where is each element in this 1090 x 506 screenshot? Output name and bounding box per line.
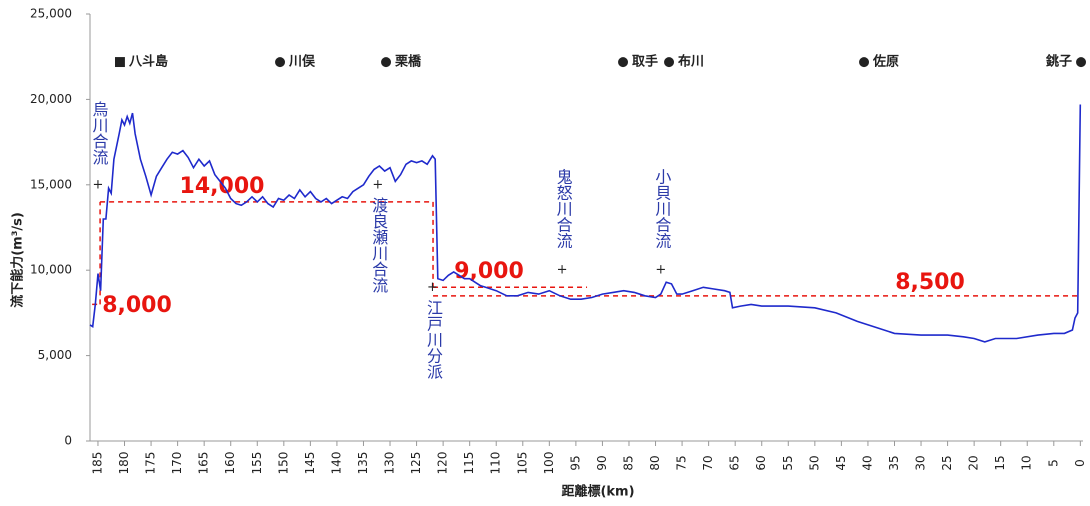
annotation-marker: + [372,177,383,192]
x-tick-label: 20 [967,455,981,470]
place-label: 栗橋 [395,54,422,70]
x-tick-label: 50 [807,455,821,470]
y-tick-label: 20,000 [30,92,72,106]
annotation-marker: + [557,263,568,278]
reference-label: 8,500 [895,270,965,295]
x-tick-label: 55 [781,455,795,470]
annotation-label: 渡良瀬川合流 [369,197,388,294]
x-tick-label: 150 [276,452,290,475]
y-tick-label: 15,000 [30,177,72,191]
place-label: 銚子 [1046,54,1072,70]
y-axis-title: 流下能力(m³/s) [10,212,26,308]
x-tick-label: 100 [542,452,556,475]
x-axis-title: 距離標(km) [561,484,634,500]
place-label: 八斗島 [128,54,168,70]
data-line [89,104,1082,343]
x-tick-label: 180 [117,452,131,475]
place-label: 川俣 [288,54,316,70]
x-tick-label: 90 [595,455,609,470]
x-tick-label: 10 [1020,455,1034,470]
x-tick-label: 145 [303,452,317,475]
x-tick-label: 40 [860,455,874,470]
y-tick-label: 10,000 [30,263,72,277]
place-marker: ● [617,55,628,70]
x-tick-label: 185 [90,452,104,475]
x-tick-label: 65 [728,455,742,470]
x-tick-label: 175 [144,452,158,475]
annotation-marker: + [427,280,438,295]
place-label: 布川 [678,54,704,70]
x-tick-label: 45 [834,455,848,470]
x-tick-label: 140 [329,452,343,475]
x-tick-label: 125 [409,452,423,475]
annotation-marker: + [93,177,104,192]
x-tick-label: 60 [754,455,768,470]
x-tick-label: 35 [887,455,901,470]
x-tick-label: 30 [914,455,928,470]
annotation-label: 烏川合流 [89,101,108,166]
reference-label: 8,000 [102,293,172,318]
annotation-label: 鬼怒川合流 [554,168,573,249]
reference-label: 9,000 [454,259,524,284]
annotation-marker: + [655,263,666,278]
x-tick-label: 115 [462,452,476,475]
y-tick-label: 5,000 [38,348,72,362]
y-tick-label: 0 [64,434,72,448]
x-tick-label: 70 [701,455,715,470]
place-marker: ● [858,55,869,70]
x-tick-label: 15 [993,455,1007,470]
x-tick-label: 105 [515,452,529,475]
x-tick-label: 75 [675,455,689,470]
annotation-label: 小貝川合流 [652,168,671,249]
place-label: 取手 [632,54,658,70]
x-tick-label: 110 [489,452,503,475]
reference-label: 14,000 [180,174,265,199]
x-tick-label: 95 [568,455,582,470]
x-tick-label: 120 [436,452,450,475]
x-tick-label: 85 [621,455,635,470]
place-marker: ● [1075,55,1086,70]
x-tick-label: 135 [356,452,370,475]
place-marker: ● [663,55,674,70]
x-tick-label: 160 [223,452,237,475]
place-label: 佐原 [872,54,899,70]
x-tick-label: 130 [383,452,397,475]
x-tick-label: 0 [1073,459,1087,467]
x-tick-label: 170 [170,452,184,475]
y-tick-label: 25,000 [30,7,72,21]
x-tick-label: 155 [250,452,264,475]
x-tick-label: 80 [648,455,662,470]
x-tick-label: 25 [940,455,954,470]
x-tick-label: 5 [1046,459,1060,467]
x-tick-label: 165 [197,452,211,475]
place-marker: ■ [114,55,126,70]
place-marker: ● [380,55,391,70]
place-marker: ● [274,55,285,70]
annotation-label: 江戸川分派 [424,299,443,379]
